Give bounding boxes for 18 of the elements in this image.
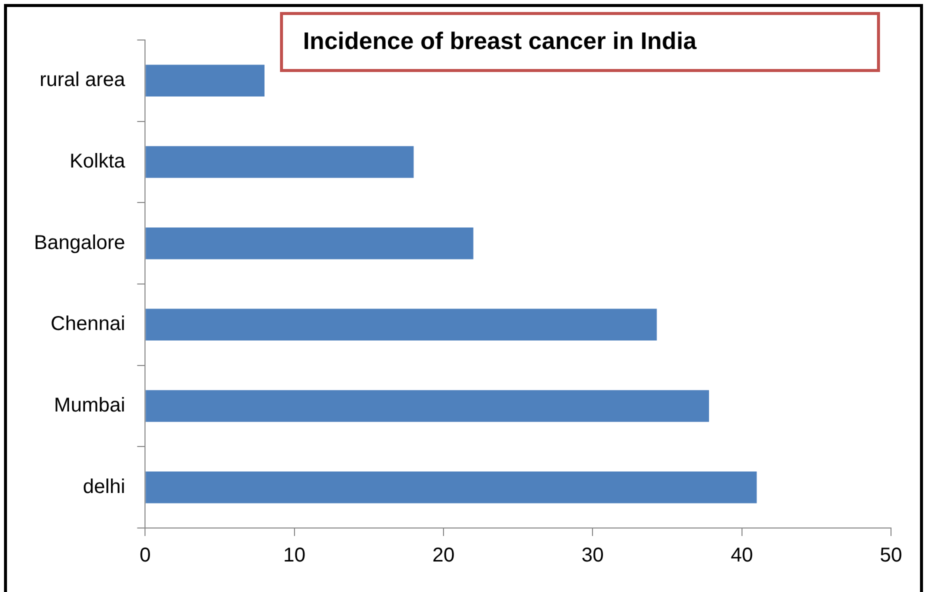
x-tick-label: 30 (582, 544, 604, 567)
y-tick-label: rural area (40, 69, 126, 92)
x-tick-label: 10 (283, 544, 306, 567)
y-tick-label: delhi (82, 476, 126, 498)
bar (146, 471, 757, 504)
x-tick-label: 0 (140, 544, 151, 567)
bar (146, 227, 474, 260)
x-tick-label: 50 (880, 544, 902, 567)
x-tick-label: 20 (432, 544, 455, 567)
y-tick-label: Mumbai (54, 394, 126, 417)
x-tick-label: 40 (730, 544, 753, 567)
bar (146, 390, 710, 422)
bar (146, 64, 265, 97)
y-tick-label: Chennai (50, 313, 126, 336)
bar (146, 146, 414, 178)
bar (146, 308, 657, 341)
y-tick-label: Bangalore (34, 232, 126, 254)
y-tick-label: Kolkta (70, 150, 126, 173)
